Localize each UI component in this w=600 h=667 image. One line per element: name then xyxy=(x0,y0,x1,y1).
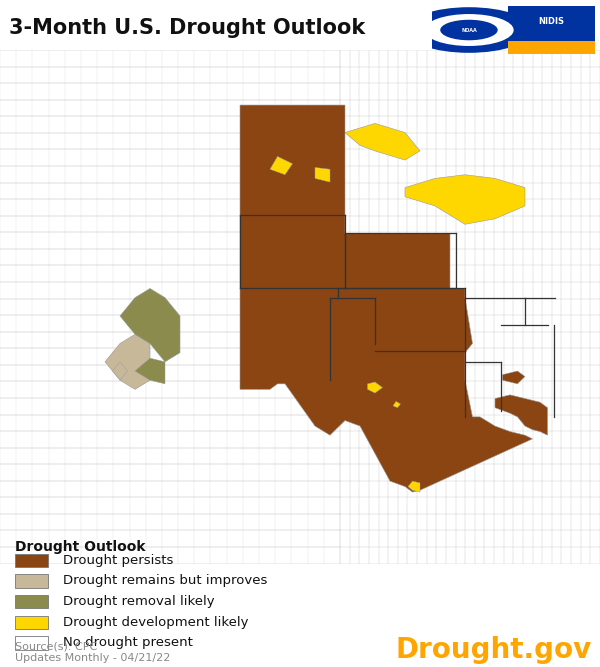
Polygon shape xyxy=(495,395,548,435)
Text: Drought Outlook: Drought Outlook xyxy=(15,540,145,554)
Bar xyxy=(15,554,49,567)
Polygon shape xyxy=(135,358,165,384)
Text: Drought remains but improves: Drought remains but improves xyxy=(63,574,268,588)
Polygon shape xyxy=(105,334,150,390)
Text: Drought.gov: Drought.gov xyxy=(395,636,592,664)
Text: NOAA: NOAA xyxy=(461,27,477,33)
Polygon shape xyxy=(408,481,420,492)
Bar xyxy=(508,41,595,54)
Polygon shape xyxy=(503,371,525,384)
Bar xyxy=(15,574,49,588)
Polygon shape xyxy=(405,175,525,224)
Text: Source(s): CPC
Updates Monthly - 04/21/22: Source(s): CPC Updates Monthly - 04/21/2… xyxy=(15,642,170,663)
Polygon shape xyxy=(120,288,180,362)
Polygon shape xyxy=(315,167,330,182)
Polygon shape xyxy=(393,402,401,408)
Polygon shape xyxy=(270,157,293,175)
Text: Drought removal likely: Drought removal likely xyxy=(63,595,215,608)
Bar xyxy=(15,616,49,629)
Polygon shape xyxy=(367,382,383,393)
Circle shape xyxy=(440,20,497,40)
Circle shape xyxy=(424,14,514,46)
Text: Drought development likely: Drought development likely xyxy=(63,616,249,629)
Bar xyxy=(15,636,49,650)
Polygon shape xyxy=(240,105,533,492)
Text: Drought persists: Drought persists xyxy=(63,554,173,567)
Text: NIDIS: NIDIS xyxy=(538,17,564,25)
FancyBboxPatch shape xyxy=(508,6,595,54)
Text: 3-Month U.S. Drought Outlook: 3-Month U.S. Drought Outlook xyxy=(9,19,365,38)
Polygon shape xyxy=(113,362,128,380)
Text: No drought present: No drought present xyxy=(63,636,193,650)
Polygon shape xyxy=(345,123,420,160)
Circle shape xyxy=(405,7,533,53)
Bar xyxy=(15,595,49,608)
